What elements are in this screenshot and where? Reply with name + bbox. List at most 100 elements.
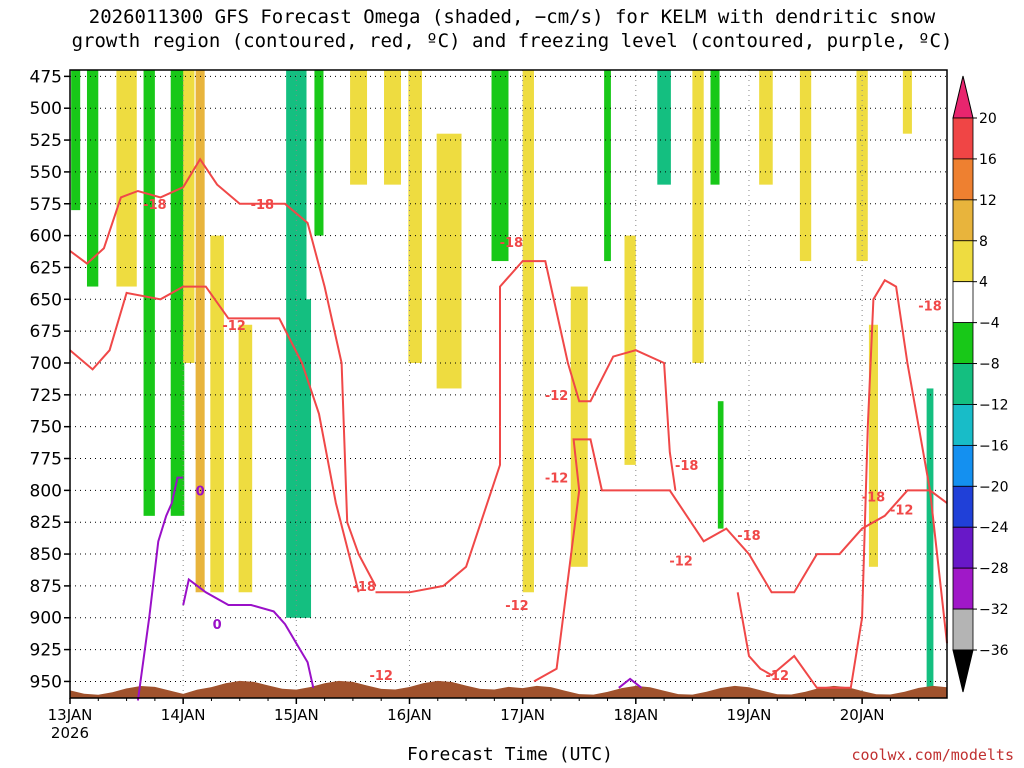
omega-shade-region	[522, 70, 534, 593]
plot-frame	[69, 69, 948, 699]
omega-shade-region	[604, 70, 611, 262]
x-tick-label: 20JAN	[840, 706, 885, 724]
grid	[69, 70, 947, 698]
colorbar-label: 4	[979, 275, 988, 291]
omega-shade-region	[408, 70, 422, 363]
y-tick-label: 600	[30, 227, 62, 247]
colorbar-swatch	[952, 608, 974, 651]
contour-dendritic-right	[533, 438, 948, 683]
colorbar-swatch	[952, 526, 974, 569]
contour-label: -12	[545, 389, 569, 404]
contours: -18 -18-12-18-12-18-12-12-12-18-12-18-12-…	[69, 157, 948, 701]
y-tick-label: 900	[30, 609, 62, 629]
colorbar-label: −4	[979, 316, 1000, 332]
omega-shade-region	[692, 70, 704, 363]
colorbar-label: −28	[979, 561, 1009, 577]
omega-shade-region	[436, 133, 462, 389]
contour-label: -18	[143, 198, 167, 213]
colorbar-top-arrow	[952, 75, 974, 119]
axes: 475 500 525 550 575 600 625 650 675 700 725 750 775 8…	[30, 67, 948, 742]
x-tick-label: 16JAN	[387, 706, 432, 724]
contour-label: -18	[737, 529, 761, 544]
chart-title-line-2: growth region (contoured, red, ºC) and f…	[71, 30, 953, 52]
y-tick-label: 725	[30, 386, 62, 406]
colorbar-label: −20	[979, 479, 1009, 495]
omega-shade-region	[657, 70, 671, 185]
y-tick-label: 825	[30, 513, 62, 533]
colorbar-label: −36	[979, 643, 1009, 659]
contour-label: -18	[352, 580, 376, 595]
x-tick-label: 18JAN	[613, 706, 658, 724]
colorbar-label: −16	[979, 438, 1009, 454]
y-tick-label: 550	[30, 163, 62, 183]
omega-shading	[71, 70, 934, 695]
colorbar-bottom-arrow	[952, 649, 974, 693]
contour-label: -18	[251, 198, 275, 213]
contour-label: -18	[918, 300, 942, 315]
colorbar-swatch	[952, 281, 974, 324]
contour-dendritic-mid	[375, 260, 677, 594]
colorbar-swatch	[952, 240, 974, 283]
y-tick-label: 650	[30, 290, 62, 310]
colorbar-swatch	[952, 444, 974, 487]
contour-freezing-a	[136, 476, 184, 701]
omega-shade-region	[314, 70, 324, 236]
omega-shade-region	[799, 70, 812, 262]
y-tick-label: 950	[30, 672, 62, 692]
contour-label: -12	[890, 503, 914, 518]
omega-shade-region	[210, 235, 224, 593]
omega-shade-region	[86, 70, 99, 287]
colorbar-swatch	[952, 117, 974, 160]
contour-dendritic-east	[736, 278, 948, 689]
x-tick-label: 13JAN	[48, 706, 93, 724]
colorbar-swatch	[952, 199, 974, 242]
colorbar-label: 12	[979, 193, 997, 209]
omega-shade-region	[570, 286, 588, 567]
y-tick-label: 625	[30, 258, 62, 278]
contour-label: -12	[669, 554, 693, 569]
y-tick-label: 750	[30, 418, 62, 438]
omega-shade-region	[350, 70, 368, 185]
x-year-label: 2026	[51, 724, 89, 742]
contour-label: -12	[369, 669, 393, 684]
omega-shade-region	[759, 70, 773, 185]
y-tick-label: 800	[30, 481, 62, 501]
y-tick-label: 525	[30, 131, 62, 151]
colorbar-swatch	[952, 485, 974, 528]
y-tick-label: 575	[30, 195, 62, 215]
colorbar-label: 8	[979, 234, 988, 250]
credit-link[interactable]: coolwx.com/modelts	[851, 746, 1014, 764]
colorbar-label: −32	[979, 602, 1009, 618]
contour-label: -12	[766, 669, 790, 684]
y-tick-label: 925	[30, 641, 62, 661]
y-tick-label: 850	[30, 545, 62, 565]
colorbar-label: −8	[979, 357, 1000, 373]
contour-dendritic-upper	[69, 157, 377, 587]
colorbar-swatch	[952, 322, 974, 364]
y-tick-label: 475	[30, 67, 62, 87]
colorbar-swatch	[952, 404, 974, 446]
colorbar-label: −12	[979, 397, 1009, 413]
contour-label: -12	[505, 599, 529, 614]
terrain	[70, 680, 947, 698]
y-tick-label: 500	[30, 99, 62, 119]
contour-dendritic-lower	[69, 285, 360, 593]
omega-shade-region	[116, 70, 137, 287]
colorbar: 20 16 12 8 4 −4 −8 −12 −16 −20 −24 −28 −32 −36	[952, 75, 1009, 693]
x-tick-label: 17JAN	[500, 706, 545, 724]
chart-title-line-1: 2026011300 GFS Forecast Omega (shaded, −…	[88, 6, 936, 28]
colorbar-label: −24	[979, 520, 1009, 536]
colorbar-label: 20	[979, 111, 997, 127]
contour-label: -18	[862, 491, 886, 506]
omega-shade-region	[710, 70, 720, 185]
colorbar-swatch	[952, 363, 974, 405]
colorbar-swatch	[952, 158, 974, 201]
omega-shade-region	[902, 70, 912, 134]
colorbar-swatch	[952, 567, 974, 610]
omega-shade-region	[170, 70, 185, 516]
contour-label: 0	[213, 618, 222, 633]
contour-label: 0	[196, 484, 205, 499]
y-tick-label: 675	[30, 322, 62, 342]
contour-label: -18	[500, 236, 524, 251]
